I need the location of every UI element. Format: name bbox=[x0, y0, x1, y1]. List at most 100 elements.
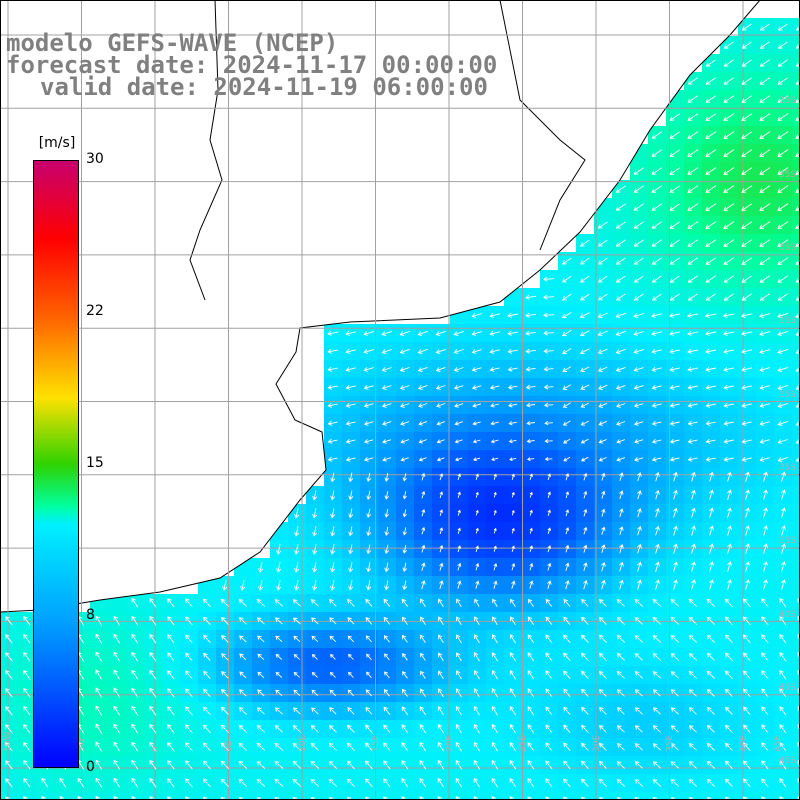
wind-arrow bbox=[601, 490, 606, 499]
wind-arrow bbox=[759, 367, 771, 372]
wind-arrow bbox=[439, 473, 444, 481]
wind-arrow bbox=[435, 385, 446, 390]
wind-arrow bbox=[490, 421, 499, 426]
wind-arrow bbox=[655, 489, 660, 500]
wind-arrow bbox=[651, 402, 662, 408]
longitude-label: 10W bbox=[3, 732, 13, 752]
wind-arrow bbox=[167, 706, 175, 716]
wind-arrow bbox=[274, 778, 284, 787]
wind-arrow bbox=[761, 598, 769, 608]
wind-arrow bbox=[673, 525, 678, 536]
wind-arrow bbox=[651, 293, 662, 301]
wind-arrow bbox=[688, 761, 697, 769]
wind-arrow bbox=[312, 490, 318, 501]
wind-arrow bbox=[565, 472, 570, 481]
wind-arrow bbox=[455, 723, 462, 734]
wind-arrow bbox=[238, 724, 248, 733]
wind-arrow bbox=[633, 185, 644, 193]
wind-speed-cell bbox=[324, 792, 343, 800]
land-area bbox=[0, 0, 800, 612]
wind-arrow bbox=[438, 634, 444, 644]
wind-arrow bbox=[781, 525, 787, 537]
wind-arrow bbox=[203, 616, 211, 626]
wind-arrow bbox=[669, 239, 681, 247]
wind-arrow bbox=[740, 331, 753, 336]
wind-arrow bbox=[795, 98, 800, 103]
wind-arrow bbox=[220, 598, 229, 607]
wind-arrow bbox=[777, 384, 788, 391]
wind-arrow bbox=[563, 688, 571, 698]
wind-speed-cell bbox=[450, 792, 469, 800]
wind-arrow bbox=[418, 421, 428, 426]
wind-arrow bbox=[492, 616, 498, 626]
wind-arrow bbox=[652, 761, 661, 769]
wind-arrow bbox=[475, 527, 479, 534]
wind-arrow bbox=[509, 457, 517, 462]
wind-arrow bbox=[616, 616, 625, 625]
wind-arrow bbox=[311, 689, 319, 697]
wind-arrow bbox=[745, 543, 751, 555]
wind-arrow bbox=[705, 275, 716, 283]
wind-arrow bbox=[563, 760, 571, 770]
wind-arrow bbox=[706, 670, 715, 679]
wind-arrow bbox=[454, 421, 463, 426]
wind-arrow bbox=[220, 706, 229, 715]
wind-arrow bbox=[741, 23, 752, 31]
wind-arrow bbox=[345, 402, 356, 408]
wind-arrow bbox=[580, 384, 590, 390]
wind-speed-cell bbox=[468, 792, 487, 800]
wind-arrow bbox=[669, 167, 681, 175]
wind-arrow bbox=[651, 203, 663, 211]
wind-arrow bbox=[419, 724, 427, 734]
wind-arrow bbox=[365, 778, 373, 788]
wind-arrow bbox=[547, 473, 552, 481]
wind-arrow bbox=[435, 330, 446, 337]
wind-arrow bbox=[688, 743, 697, 751]
wind-arrow bbox=[795, 224, 800, 229]
wind-arrow bbox=[475, 545, 480, 552]
wind-speed-cell bbox=[792, 252, 800, 271]
wind-arrow bbox=[616, 599, 625, 607]
wind-arrow bbox=[687, 149, 699, 157]
wind-arrow bbox=[601, 579, 606, 590]
wind-arrow bbox=[202, 598, 211, 608]
wind-arrow bbox=[545, 670, 553, 680]
wind-arrow bbox=[311, 617, 319, 625]
wind-arrow bbox=[651, 185, 663, 193]
wind-speed-cell bbox=[792, 144, 800, 163]
wind-arrow bbox=[705, 95, 717, 103]
wind-arrow bbox=[509, 742, 517, 752]
wind-arrow bbox=[563, 438, 571, 444]
wind-arrow bbox=[473, 741, 480, 752]
wind-arrow bbox=[652, 653, 662, 661]
wind-speed-cell bbox=[792, 126, 800, 145]
wind-arrow bbox=[401, 760, 409, 770]
wind-arrow bbox=[491, 652, 498, 662]
wind-arrow bbox=[509, 706, 517, 716]
coastline bbox=[0, 0, 800, 613]
wind-speed-cell bbox=[576, 792, 595, 800]
wind-arrow bbox=[599, 742, 607, 751]
wind-arrow bbox=[651, 438, 662, 444]
border-line bbox=[189, 0, 223, 301]
colorbar-tick-0: 0 bbox=[86, 759, 95, 775]
wind-arrow bbox=[723, 149, 735, 157]
wind-arrow bbox=[743, 742, 751, 752]
wind-arrow bbox=[687, 257, 698, 265]
wind-arrow bbox=[673, 543, 678, 554]
wind-arrow bbox=[616, 439, 626, 444]
wind-arrow bbox=[330, 526, 336, 537]
wind-arrow bbox=[670, 635, 680, 643]
wind-arrow bbox=[507, 312, 519, 318]
wind-arrow bbox=[741, 203, 753, 211]
wind-arrow bbox=[348, 544, 354, 555]
wind-arrow bbox=[113, 633, 121, 644]
wind-arrow bbox=[366, 544, 372, 555]
wind-arrow bbox=[185, 706, 193, 716]
wind-arrow bbox=[598, 616, 607, 625]
wind-arrow bbox=[457, 491, 461, 498]
wind-arrow bbox=[706, 796, 712, 800]
wind-arrow bbox=[491, 759, 499, 770]
wind-arrow bbox=[709, 543, 714, 554]
wind-arrow bbox=[759, 149, 771, 157]
